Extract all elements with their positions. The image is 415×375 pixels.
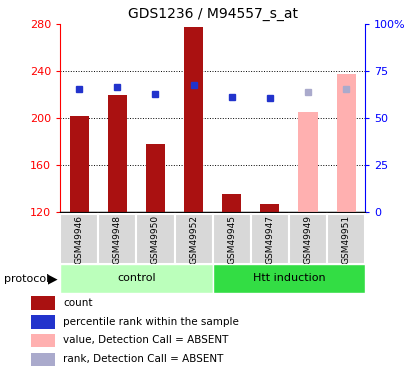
Text: rank, Detection Call = ABSENT: rank, Detection Call = ABSENT: [63, 354, 223, 364]
Bar: [337, 74, 356, 212]
Text: control: control: [117, 273, 156, 284]
Bar: [31, 315, 56, 328]
Bar: [108, 95, 127, 212]
Text: GSM49952: GSM49952: [189, 214, 198, 264]
Text: ▶: ▶: [48, 272, 57, 285]
Bar: [175, 214, 213, 264]
Text: GSM49950: GSM49950: [151, 214, 160, 264]
Text: GSM49948: GSM49948: [113, 214, 122, 264]
Text: GSM49947: GSM49947: [265, 214, 274, 264]
Text: value, Detection Call = ABSENT: value, Detection Call = ABSENT: [63, 336, 228, 345]
Bar: [137, 214, 175, 264]
Bar: [60, 264, 213, 292]
Bar: [327, 214, 365, 264]
Bar: [31, 334, 56, 347]
Bar: [222, 194, 241, 212]
Bar: [70, 116, 89, 212]
Bar: [260, 204, 279, 212]
Text: Htt induction: Htt induction: [253, 273, 325, 284]
Title: GDS1236 / M94557_s_at: GDS1236 / M94557_s_at: [128, 7, 298, 21]
Bar: [212, 214, 251, 264]
Text: GSM49951: GSM49951: [342, 214, 351, 264]
Text: GSM49946: GSM49946: [75, 214, 84, 264]
Bar: [213, 264, 365, 292]
Text: GSM49945: GSM49945: [227, 214, 236, 264]
Text: percentile rank within the sample: percentile rank within the sample: [63, 317, 239, 327]
Bar: [31, 296, 56, 310]
Text: protocol: protocol: [4, 274, 49, 284]
Bar: [146, 144, 165, 212]
Bar: [60, 214, 98, 264]
Bar: [298, 112, 317, 212]
Text: count: count: [63, 298, 93, 308]
Bar: [184, 27, 203, 212]
Bar: [289, 214, 327, 264]
Text: GSM49949: GSM49949: [303, 214, 312, 264]
Bar: [98, 214, 137, 264]
Bar: [251, 214, 289, 264]
Bar: [31, 352, 56, 366]
